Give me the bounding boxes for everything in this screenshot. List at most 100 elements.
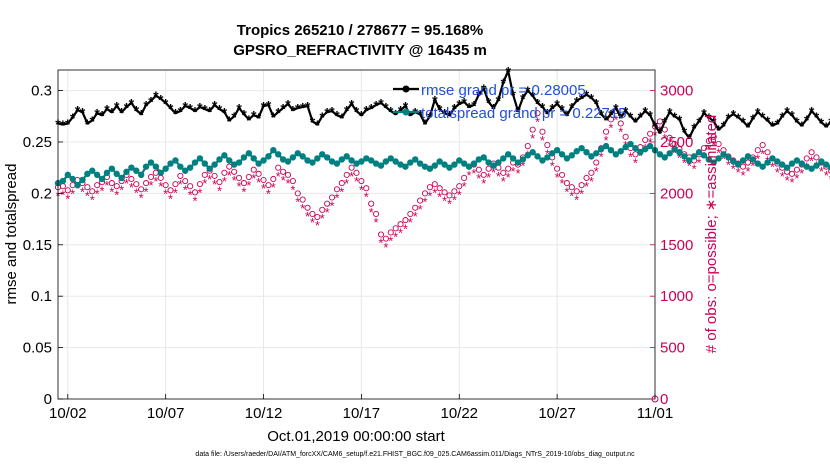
obs-assimilated-marker: * bbox=[775, 165, 780, 180]
obs-assimilated-marker: * bbox=[374, 215, 379, 230]
obs-possible-marker bbox=[255, 170, 262, 177]
spread-point bbox=[695, 149, 703, 156]
rmse-point: * bbox=[775, 116, 781, 132]
spread-point bbox=[612, 151, 620, 158]
rmse-point: * bbox=[300, 100, 306, 116]
rmse-point: * bbox=[246, 112, 252, 128]
spread-point bbox=[475, 156, 483, 163]
rmse-point: * bbox=[755, 105, 761, 121]
rmse-point: * bbox=[731, 107, 737, 123]
obs-assimilated-marker: * bbox=[511, 164, 516, 179]
obs-possible-marker bbox=[353, 169, 360, 176]
plot-area bbox=[58, 70, 655, 399]
obs-assimilated-marker: * bbox=[422, 195, 427, 210]
rmse-point: * bbox=[422, 116, 428, 132]
spread-point bbox=[93, 171, 101, 179]
spread-point bbox=[676, 149, 683, 156]
spread-point bbox=[142, 163, 150, 170]
rmse-point: * bbox=[231, 109, 237, 125]
spread-point bbox=[319, 151, 326, 158]
spread-point bbox=[558, 151, 566, 158]
spread-point bbox=[407, 159, 414, 166]
obs-assimilated-marker: * bbox=[574, 193, 579, 208]
spread-point bbox=[152, 163, 160, 170]
spread-point bbox=[524, 152, 531, 159]
obs-possible-marker bbox=[94, 182, 101, 189]
rmse-point: * bbox=[217, 102, 223, 118]
spread-point bbox=[221, 152, 228, 159]
obs-possible-marker bbox=[431, 181, 438, 188]
obs-possible-marker bbox=[84, 184, 91, 191]
rmse-point: * bbox=[168, 101, 174, 117]
rmse-point: * bbox=[153, 88, 159, 104]
obs-assimilated-marker: * bbox=[202, 176, 207, 191]
obs-assimilated-marker: * bbox=[819, 164, 824, 179]
spread-point bbox=[182, 167, 189, 174]
rmse-point: * bbox=[780, 109, 786, 125]
obs-possible-marker bbox=[402, 217, 409, 224]
rmse-point: * bbox=[373, 97, 379, 113]
rmse-point: * bbox=[505, 64, 511, 80]
obs-assimilated-marker: * bbox=[760, 146, 765, 161]
obs-possible-marker bbox=[172, 181, 179, 188]
obs-assimilated-marker: * bbox=[520, 159, 525, 174]
spread-point bbox=[774, 158, 781, 165]
obs-possible-marker bbox=[348, 164, 355, 171]
obs-possible-marker bbox=[304, 204, 311, 211]
rmse-point: * bbox=[828, 114, 830, 130]
x-tick-label: 10/02 bbox=[49, 405, 87, 422]
spread-point bbox=[118, 174, 125, 182]
obs-possible-marker bbox=[250, 166, 257, 173]
spread-point bbox=[661, 154, 668, 161]
rmse-point: * bbox=[638, 109, 644, 125]
rmse-point: * bbox=[403, 98, 409, 114]
spread-point bbox=[500, 155, 507, 162]
spread-point bbox=[749, 156, 757, 163]
rmse-point: * bbox=[486, 94, 492, 110]
spread-point bbox=[382, 158, 390, 165]
spread-point bbox=[602, 142, 610, 150]
legend: rmse grand pr = 0.28005 totalspread gran… bbox=[393, 82, 627, 122]
rmse-point: * bbox=[784, 104, 790, 120]
spread-point bbox=[769, 155, 776, 162]
obs-assimilated-marker: * bbox=[447, 197, 452, 212]
obs-assimilated-marker: * bbox=[124, 176, 129, 191]
rmse-point: * bbox=[481, 81, 487, 97]
y-tick-label-right: 1500 bbox=[660, 237, 693, 254]
obs-possible-marker bbox=[813, 154, 820, 161]
obs-possible-marker bbox=[617, 120, 624, 127]
spread-point bbox=[260, 157, 267, 164]
obs-possible-marker bbox=[539, 128, 546, 135]
y-axis-label-left: rmse and totalspread bbox=[3, 164, 20, 305]
obs-possible-marker bbox=[534, 110, 541, 117]
obs-assimilated-marker: * bbox=[785, 173, 790, 188]
rmse-point: * bbox=[765, 113, 771, 129]
spread-point bbox=[656, 151, 664, 158]
obs-assimilated-marker: * bbox=[129, 180, 134, 195]
rmse-point: * bbox=[339, 110, 345, 126]
obs-possible-marker bbox=[456, 183, 463, 190]
obs-possible-marker bbox=[441, 189, 448, 196]
obs-assimilated-marker: * bbox=[85, 188, 90, 203]
spread-point bbox=[372, 160, 380, 167]
spread-point bbox=[412, 156, 419, 163]
obs-assimilated-marker: * bbox=[192, 194, 197, 209]
rmse-point: * bbox=[496, 92, 502, 108]
obs-assimilated-marker: * bbox=[354, 174, 359, 189]
spread-point bbox=[426, 165, 434, 172]
spread-point bbox=[734, 161, 742, 168]
obs-possible-marker bbox=[656, 118, 663, 125]
spread-point bbox=[460, 160, 468, 167]
rmse-point: * bbox=[491, 101, 497, 117]
obs-possible-marker bbox=[240, 180, 248, 187]
spread-point bbox=[240, 154, 248, 161]
y-tick-label-left: 0 bbox=[44, 391, 52, 408]
obs-assimilated-marker: * bbox=[613, 112, 618, 127]
spread-point bbox=[813, 162, 820, 169]
obs-assimilated-marker: * bbox=[134, 185, 139, 200]
rmse-point: * bbox=[280, 101, 286, 117]
spread-point bbox=[431, 162, 438, 169]
obs-assimilated-marker: * bbox=[334, 190, 339, 205]
rmse-point: * bbox=[192, 104, 198, 120]
obs-assimilated-marker: * bbox=[300, 201, 305, 216]
